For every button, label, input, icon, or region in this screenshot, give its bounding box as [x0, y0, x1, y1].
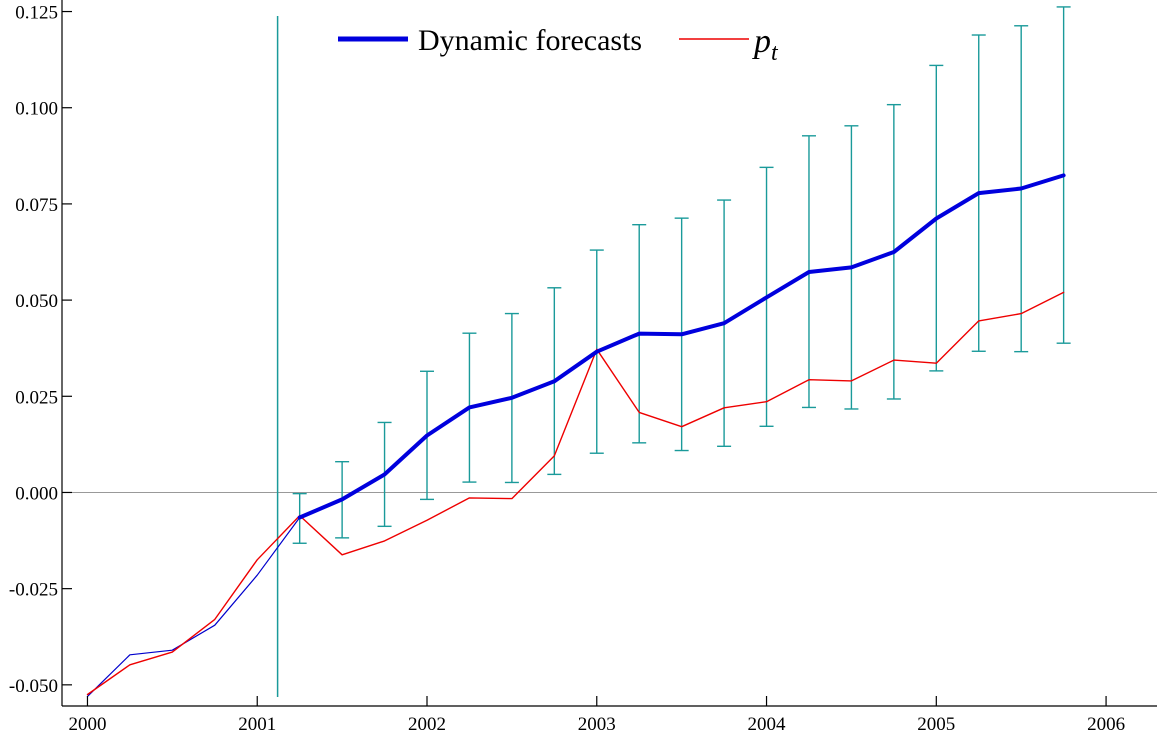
legend-label-actual: p: [752, 23, 771, 60]
x-tick-label: 2001: [238, 714, 276, 735]
y-tick-label: -0.025: [9, 580, 58, 601]
series-line-history: [86, 516, 301, 698]
x-tick-label: 2002: [408, 714, 446, 735]
y-tick-label: 0.100: [15, 99, 58, 120]
y-tick-label: 0.000: [15, 483, 58, 504]
series-line-forecast: [297, 173, 1066, 520]
y-tick-label: 0.025: [15, 387, 58, 408]
axes: [61, 0, 1157, 707]
x-tick-label: 2004: [748, 714, 787, 735]
x-tick-label: 2005: [917, 714, 955, 735]
y-tick-label: 0.050: [15, 291, 58, 312]
series-line-actual: [86, 291, 1065, 696]
x-tick-label: 2006: [1087, 714, 1125, 735]
y-tick-label: -0.050: [9, 676, 58, 697]
error-bars: [292, 6, 1071, 544]
ticks: 2000 2001 2002 2003 2004 2005 2006 -0.050 -0.025…: [9, 3, 1125, 735]
legend-label-forecast: Dynamic forecasts: [418, 24, 642, 57]
y-tick-label: 0.075: [15, 195, 58, 216]
legend: Dynamic forecasts p t: [338, 23, 779, 66]
y-tick-label: 0.125: [15, 3, 58, 24]
x-tick-label: 2003: [578, 714, 616, 735]
legend-label-actual-subscript: t: [771, 40, 779, 66]
x-tick-label: 2000: [68, 714, 106, 735]
series-lines: [86, 173, 1066, 698]
